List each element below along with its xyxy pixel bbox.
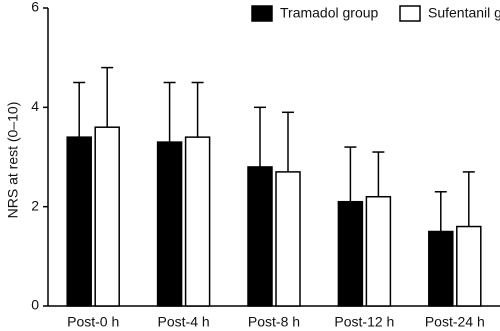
y-tick-label: 4 <box>31 98 39 114</box>
bar <box>184 136 211 307</box>
legend-label: Tramadol group <box>280 5 379 21</box>
x-tick-label: Post-0 h <box>67 314 119 330</box>
bar <box>247 166 273 307</box>
bar <box>337 200 364 307</box>
legend-swatch <box>399 5 421 22</box>
y-tick-label: 6 <box>31 0 39 15</box>
legend-swatch <box>251 5 273 22</box>
y-tick-label: 0 <box>31 297 39 313</box>
x-tick-label: Post-24 h <box>425 314 485 330</box>
x-tick-label: Post-12 h <box>334 314 394 330</box>
bar <box>94 126 120 307</box>
y-tick-label: 2 <box>31 197 39 213</box>
bar <box>365 195 392 307</box>
bar <box>428 230 454 307</box>
bar <box>156 141 183 307</box>
y-axis-label: NRS at rest (0–10) <box>5 102 21 219</box>
bar <box>66 136 92 307</box>
x-tick-label: Post-8 h <box>248 314 300 330</box>
x-tick-label: Post-4 h <box>158 314 210 330</box>
bar <box>456 225 482 307</box>
bar <box>275 171 301 307</box>
legend-label: Sufentanil group <box>428 5 500 21</box>
